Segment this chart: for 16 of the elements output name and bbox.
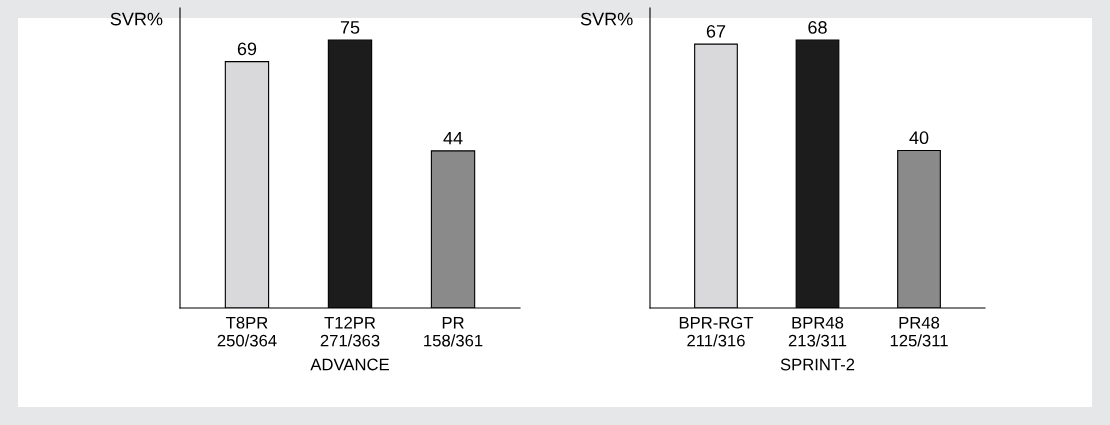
data-label: 40 (909, 131, 929, 145)
x-tick-label: T12PR 271/363 (320, 316, 380, 347)
data-label: 75 (340, 21, 360, 34)
x-tick-label: BPR-RGT 211/316 (679, 316, 754, 347)
x-tick-label: BPR48 213/311 (788, 316, 847, 347)
data-label: 67 (706, 24, 726, 38)
data-label: 68 (808, 21, 827, 34)
x-axis-title: SPRINT-2 (780, 358, 855, 371)
x-tick-label: PR 158/361 (424, 316, 483, 347)
data-label: 69 (237, 42, 257, 56)
y-axis-title: SVR% (580, 12, 633, 26)
x-axis-title: ADVANCE (310, 358, 389, 371)
x-tick-label: PR48 125/311 (890, 316, 948, 347)
x-tick-label: T8PR 250/364 (217, 316, 277, 347)
data-label: 44 (443, 131, 463, 145)
y-axis-title: SVR% (110, 12, 163, 26)
